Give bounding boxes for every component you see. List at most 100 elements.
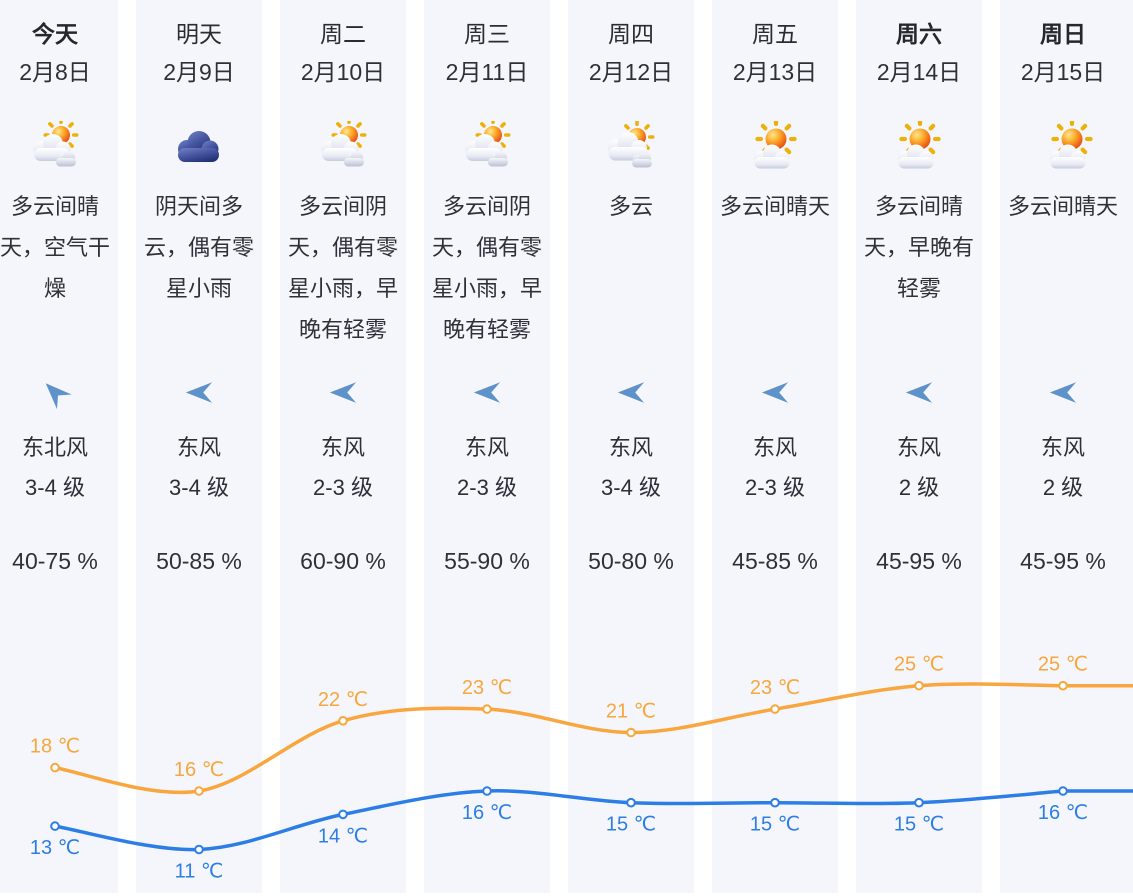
weather-description: 多云间晴天，早晚有轻雾 xyxy=(863,194,974,301)
temp-label: 15 ℃ xyxy=(606,814,656,836)
day-column-tue[interactable]: 周二 2月10日 多云间阴天，偶有零星小雨，早晚有轻雾 东风 2-3 级 60-… xyxy=(280,0,406,893)
day-column-fri[interactable]: 周五 2月13日 多云间晴天 东风 2-3 级 45-85 % xyxy=(712,0,838,893)
weather-description: 多云间晴天 xyxy=(1007,194,1118,219)
wind-direction-arrow-icon xyxy=(136,377,262,407)
temp-label: 23 ℃ xyxy=(462,677,512,699)
day-column-wed[interactable]: 周三 2月11日 多云间阴天，偶有零星小雨，早晚有轻雾 东风 2-3 级 55-… xyxy=(424,0,550,893)
weather-description: 多云 xyxy=(608,194,653,219)
temp-line-bottom xyxy=(53,789,1133,852)
humidity-range: 50-85 % xyxy=(156,548,242,574)
temp-label: 21 ℃ xyxy=(606,701,656,723)
temp-point xyxy=(482,786,492,796)
day-name: 今天 xyxy=(32,21,78,47)
temp-label: 18 ℃ xyxy=(30,736,80,758)
mostly-sunny-icon xyxy=(892,121,946,175)
day-name: 周四 xyxy=(608,21,654,47)
wind-direction: 东风 xyxy=(1040,435,1085,460)
day-date: 2月8日 xyxy=(19,59,91,85)
temp-label: 14 ℃ xyxy=(318,825,368,847)
wind-level: 2-3 级 xyxy=(313,475,373,500)
temp-label: 25 ℃ xyxy=(1038,654,1088,676)
day-date: 2月13日 xyxy=(732,59,818,85)
temp-point xyxy=(1058,786,1068,796)
day-name: 周五 xyxy=(752,21,798,47)
temp-point xyxy=(770,704,780,714)
wind-direction: 东北风 xyxy=(21,435,88,460)
wind-direction: 东风 xyxy=(752,435,797,460)
temp-label: 16 ℃ xyxy=(174,759,224,781)
temp-label: 13 ℃ xyxy=(30,837,80,859)
wind-direction-arrow-icon xyxy=(424,377,550,407)
humidity-range: 45-95 % xyxy=(1020,548,1106,574)
partly-cloudy-icon xyxy=(460,121,514,175)
temp-label: 11 ℃ xyxy=(175,861,224,883)
weather-description: 多云间阴天，偶有零星小雨，早晚有轻雾 xyxy=(431,194,542,342)
humidity-range: 50-80 % xyxy=(588,548,674,574)
temp-point xyxy=(1058,680,1068,691)
temp-point xyxy=(914,797,924,808)
weather-description: 多云间晴天 xyxy=(719,194,830,219)
overcast-icon xyxy=(172,121,226,175)
partly-cloudy-icon xyxy=(28,121,82,175)
temp-label: 15 ℃ xyxy=(894,814,944,836)
weather-description: 多云间阴天，偶有零星小雨，早晚有轻雾 xyxy=(287,194,398,342)
wind-level: 3-4 级 xyxy=(169,475,229,500)
cloudy-icon xyxy=(604,121,658,175)
day-column-sat[interactable]: 周六 2月14日 多云间晴天，早晚有轻雾 东风 2 级 45-95 % xyxy=(856,0,982,893)
wind-level: 2-3 级 xyxy=(457,475,517,500)
wind-level: 2-3 级 xyxy=(745,475,805,500)
humidity-range: 40-75 % xyxy=(12,548,98,574)
temp-point xyxy=(914,680,924,691)
day-date: 2月15日 xyxy=(1020,59,1106,85)
mostly-sunny-icon xyxy=(748,121,802,175)
temp-label: 15 ℃ xyxy=(750,814,800,836)
day-column-tomorrow[interactable]: 明天 2月9日 阴天间多云，偶有零星小雨 东风 3-4 级 50-85 % xyxy=(136,0,262,893)
wind-level: 3-4 级 xyxy=(601,475,661,500)
temp-line-top xyxy=(53,682,1133,795)
temp-point xyxy=(194,786,204,796)
wind-level: 2 级 xyxy=(898,475,940,500)
wind-direction-arrow-icon xyxy=(1000,377,1126,407)
temp-label: 25 ℃ xyxy=(894,654,944,676)
day-name: 周二 xyxy=(320,21,366,47)
humidity-range: 45-85 % xyxy=(732,548,818,574)
weather-description: 阴天间多云，偶有零星小雨 xyxy=(143,194,254,301)
temp-point xyxy=(50,762,60,773)
humidity-range: 60-90 % xyxy=(300,548,386,574)
wind-direction-arrow-icon xyxy=(712,377,838,407)
wind-direction-arrow-icon xyxy=(568,377,694,407)
wind-direction-arrow-icon xyxy=(856,377,982,407)
temp-label: 16 ℃ xyxy=(462,802,512,824)
wind-direction-arrow-icon xyxy=(280,377,406,407)
humidity-range: 45-95 % xyxy=(876,548,962,574)
day-date: 2月12日 xyxy=(588,59,674,85)
wind-direction: 东风 xyxy=(320,435,365,460)
day-date: 2月10日 xyxy=(300,59,386,85)
temp-label: 22 ℃ xyxy=(318,689,368,711)
wind-direction: 东风 xyxy=(176,435,221,460)
day-column-sun[interactable]: 周日 2月15日 多云间晴天 东风 2 级 45-95 % xyxy=(1000,0,1133,893)
wind-direction: 东风 xyxy=(896,435,941,460)
temperature-line-chart: 18 ℃ 16 ℃ 22 ℃ 23 ℃ 21 ℃ 23 ℃ 25 ℃ 25 ℃ 13 ℃ 11 ℃… xyxy=(30,654,1133,883)
day-date: 2月9日 xyxy=(163,59,235,85)
wind-direction-arrow-icon xyxy=(0,377,118,407)
temp-point xyxy=(626,727,636,738)
mostly-sunny-icon xyxy=(1044,121,1098,175)
day-date: 2月14日 xyxy=(876,59,962,85)
temp-label: 23 ℃ xyxy=(750,677,800,699)
day-name: 明天 xyxy=(176,21,222,47)
temp-point xyxy=(50,821,60,831)
day-column-thu[interactable]: 周四 2月12日 多云 东风 3-4 级 50-80 % xyxy=(568,0,694,893)
temp-point xyxy=(338,716,348,726)
weather-description: 多云间晴天，空气干燥 xyxy=(0,194,110,301)
temp-point xyxy=(482,704,492,714)
wind-direction: 东风 xyxy=(608,435,653,460)
humidity-range: 55-90 % xyxy=(444,548,530,574)
temp-point xyxy=(770,797,780,808)
day-column-today[interactable]: 今天 2月8日 多云间晴天，空气干燥 东北风 3-4 级 40-75 % xyxy=(0,0,118,893)
day-name: 周三 xyxy=(464,21,510,47)
wind-level: 3-4 级 xyxy=(25,475,85,500)
day-date: 2月11日 xyxy=(445,59,529,85)
wind-level: 2 级 xyxy=(1042,475,1084,500)
